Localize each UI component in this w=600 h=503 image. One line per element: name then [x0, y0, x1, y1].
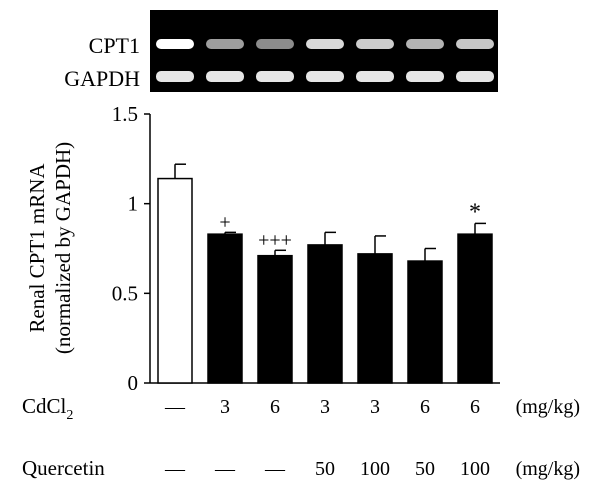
- gel-band-cpt1: [256, 39, 294, 49]
- y-tick-label: 1.5: [112, 102, 138, 126]
- significance-marker: +++: [258, 229, 292, 251]
- y-axis-label-line2: (normalized by GAPDH): [51, 142, 75, 354]
- row-value: —: [214, 458, 236, 480]
- y-tick-label: 0: [128, 371, 139, 395]
- gel-bands: [156, 39, 494, 82]
- significance-marker: +: [219, 211, 230, 233]
- row-value: 50: [415, 458, 435, 480]
- gel-band-cpt1: [456, 39, 494, 49]
- gel-band-gapdh: [206, 71, 244, 82]
- row-value: —: [164, 396, 186, 418]
- bar: [307, 244, 343, 384]
- gel-label-cpt1: CPT1: [89, 33, 140, 58]
- gel-image: [150, 10, 498, 92]
- row-value: 50: [315, 458, 335, 480]
- row-value: 6: [420, 396, 430, 418]
- row-value: —: [164, 458, 186, 480]
- row-value: 3: [220, 396, 230, 418]
- treatment-rows: CdCl2 — 3 6 3 3 6 6 (mg/kg) Quercetin — — — 50 100 50 10…: [22, 394, 580, 480]
- bar: [357, 253, 393, 384]
- y-tick-label: 0.5: [112, 281, 138, 305]
- row-value: 3: [320, 396, 330, 418]
- row-value: 100: [460, 458, 490, 480]
- row-value: 100: [360, 458, 390, 480]
- row-value: 3: [370, 396, 380, 418]
- y-axis-label-line1: Renal CPT1 mRNA: [25, 163, 49, 333]
- y-tick-label: 1: [128, 192, 139, 216]
- bar: [457, 233, 493, 384]
- bars: ++++*: [157, 163, 493, 384]
- row-value: 6: [270, 396, 280, 418]
- gel-band-gapdh: [456, 71, 494, 82]
- row-unit: (mg/kg): [516, 458, 580, 480]
- gel-band-cpt1: [406, 39, 444, 49]
- row-label: Quercetin: [22, 456, 105, 480]
- bar: [207, 233, 243, 384]
- gel-band-cpt1: [156, 39, 194, 49]
- row-unit: (mg/kg): [516, 396, 580, 418]
- gel-band-cpt1: [306, 39, 344, 49]
- row-label: CdCl2: [22, 394, 73, 423]
- bar: [257, 254, 293, 384]
- gel-band-gapdh: [356, 71, 394, 82]
- gel-band-gapdh: [306, 71, 344, 82]
- gel-band-gapdh: [156, 71, 194, 82]
- row-value: 6: [470, 396, 480, 418]
- gel-band-cpt1: [356, 39, 394, 49]
- bar: [407, 260, 443, 384]
- bar: [157, 177, 193, 384]
- row-value: —: [264, 458, 286, 480]
- row-label-subscript: 2: [66, 408, 73, 423]
- gel-band-cpt1: [206, 39, 244, 49]
- significance-marker: *: [469, 199, 481, 225]
- gel-band-gapdh: [256, 71, 294, 82]
- gel-label-gapdh: GAPDH: [64, 66, 140, 91]
- gel-band-gapdh: [406, 71, 444, 82]
